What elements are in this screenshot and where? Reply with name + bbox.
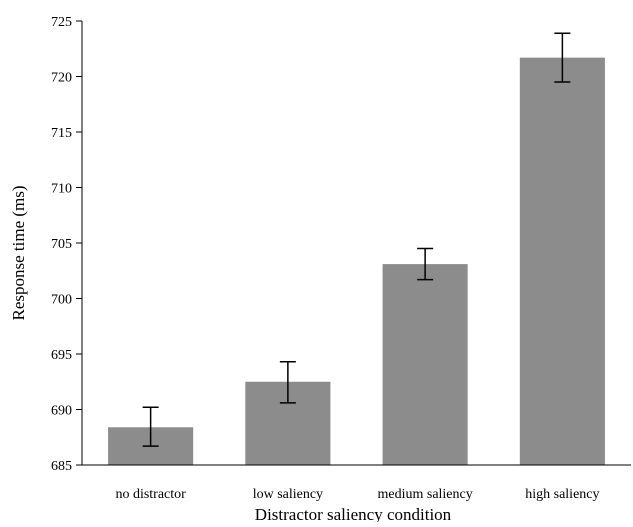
x-axis-ticks: no distractor low saliency medium saliency… [115,487,599,502]
x-tick-label: high saliency [525,487,599,502]
bar [519,57,605,465]
x-tick-label: low saliency [253,487,323,502]
error-bar [142,406,159,447]
y-tick-label: 685 [51,459,72,474]
y-tick-label: 720 [51,71,72,86]
y-axis-title: Response time (ms) [9,185,28,320]
y-tick-label: 690 [51,404,72,419]
error-bars-layer [142,32,571,447]
error-bar [554,32,571,83]
error-bar [279,361,296,404]
error-bar [417,247,434,281]
y-tick-label: 705 [51,237,72,252]
x-tick-label: no distractor [115,487,186,502]
bars-layer [108,57,605,465]
y-tick-label: 715 [51,126,72,141]
y-axis-ticks: 685 690 695 700 705 710 715 720 725 [51,15,82,474]
y-tick-label: 695 [51,348,72,363]
y-tick-label: 710 [51,182,72,197]
y-tick-label: 725 [51,15,72,30]
y-tick-label: 700 [51,293,72,308]
bar [382,264,468,465]
x-tick-label: medium saliency [377,487,472,502]
x-axis-title: Distractor saliency condition [255,505,452,522]
